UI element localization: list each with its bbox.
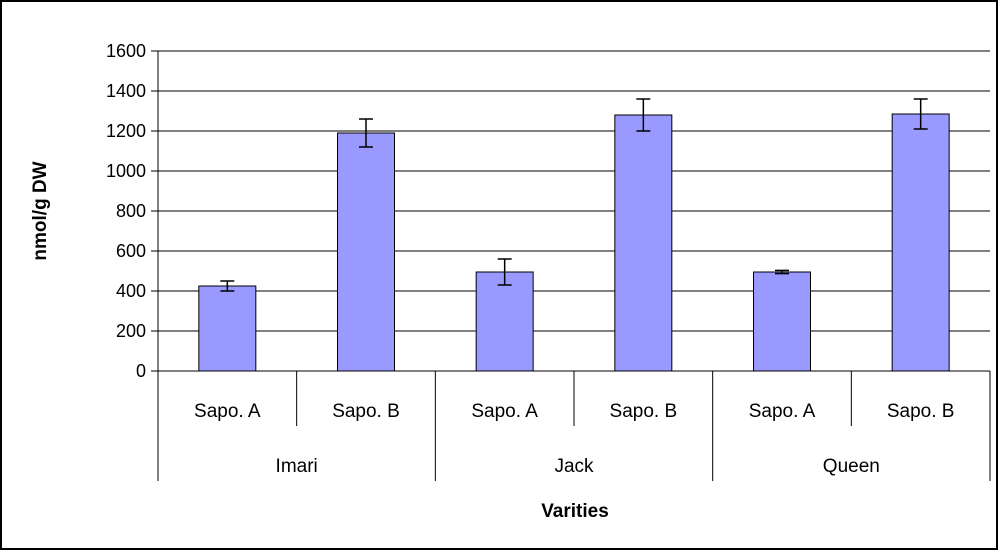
bar-category-label: Sapo. A (471, 401, 538, 422)
bar (475, 271, 534, 372)
bar (614, 114, 673, 372)
y-tick-label: 400 (116, 281, 146, 301)
y-tick-label: 0 (136, 361, 146, 381)
y-tick-label: 1000 (106, 161, 146, 181)
bar-category-label: Sapo. B (887, 401, 955, 422)
y-tick-label: 1400 (106, 81, 146, 101)
bar-category-label: Sapo. B (610, 401, 678, 422)
bars (198, 98, 950, 372)
axes: 0 200 400 600 800 1000 1200 1400 1600 Sapo. A Sapo… (106, 41, 991, 481)
y-tick-label: 1200 (106, 121, 146, 141)
bar-category-label: Sapo. A (749, 401, 816, 422)
bar (198, 285, 257, 372)
x-axis-title: Varities (541, 501, 609, 522)
y-tick-label: 1600 (106, 41, 146, 61)
group-label: Queen (823, 456, 880, 477)
bar (753, 271, 811, 372)
group-label: Imari (276, 456, 318, 477)
bar (337, 132, 395, 372)
bar (891, 113, 950, 372)
y-axis-title: nmol/g DW (30, 161, 51, 260)
y-tick-label: 200 (116, 321, 146, 341)
y-tick-label: 600 (116, 241, 146, 261)
bar-category-label: Sapo. A (194, 401, 261, 422)
group-label: Jack (554, 456, 594, 477)
y-tick-label: 800 (116, 201, 146, 221)
bar-category-label: Sapo. B (332, 401, 400, 422)
